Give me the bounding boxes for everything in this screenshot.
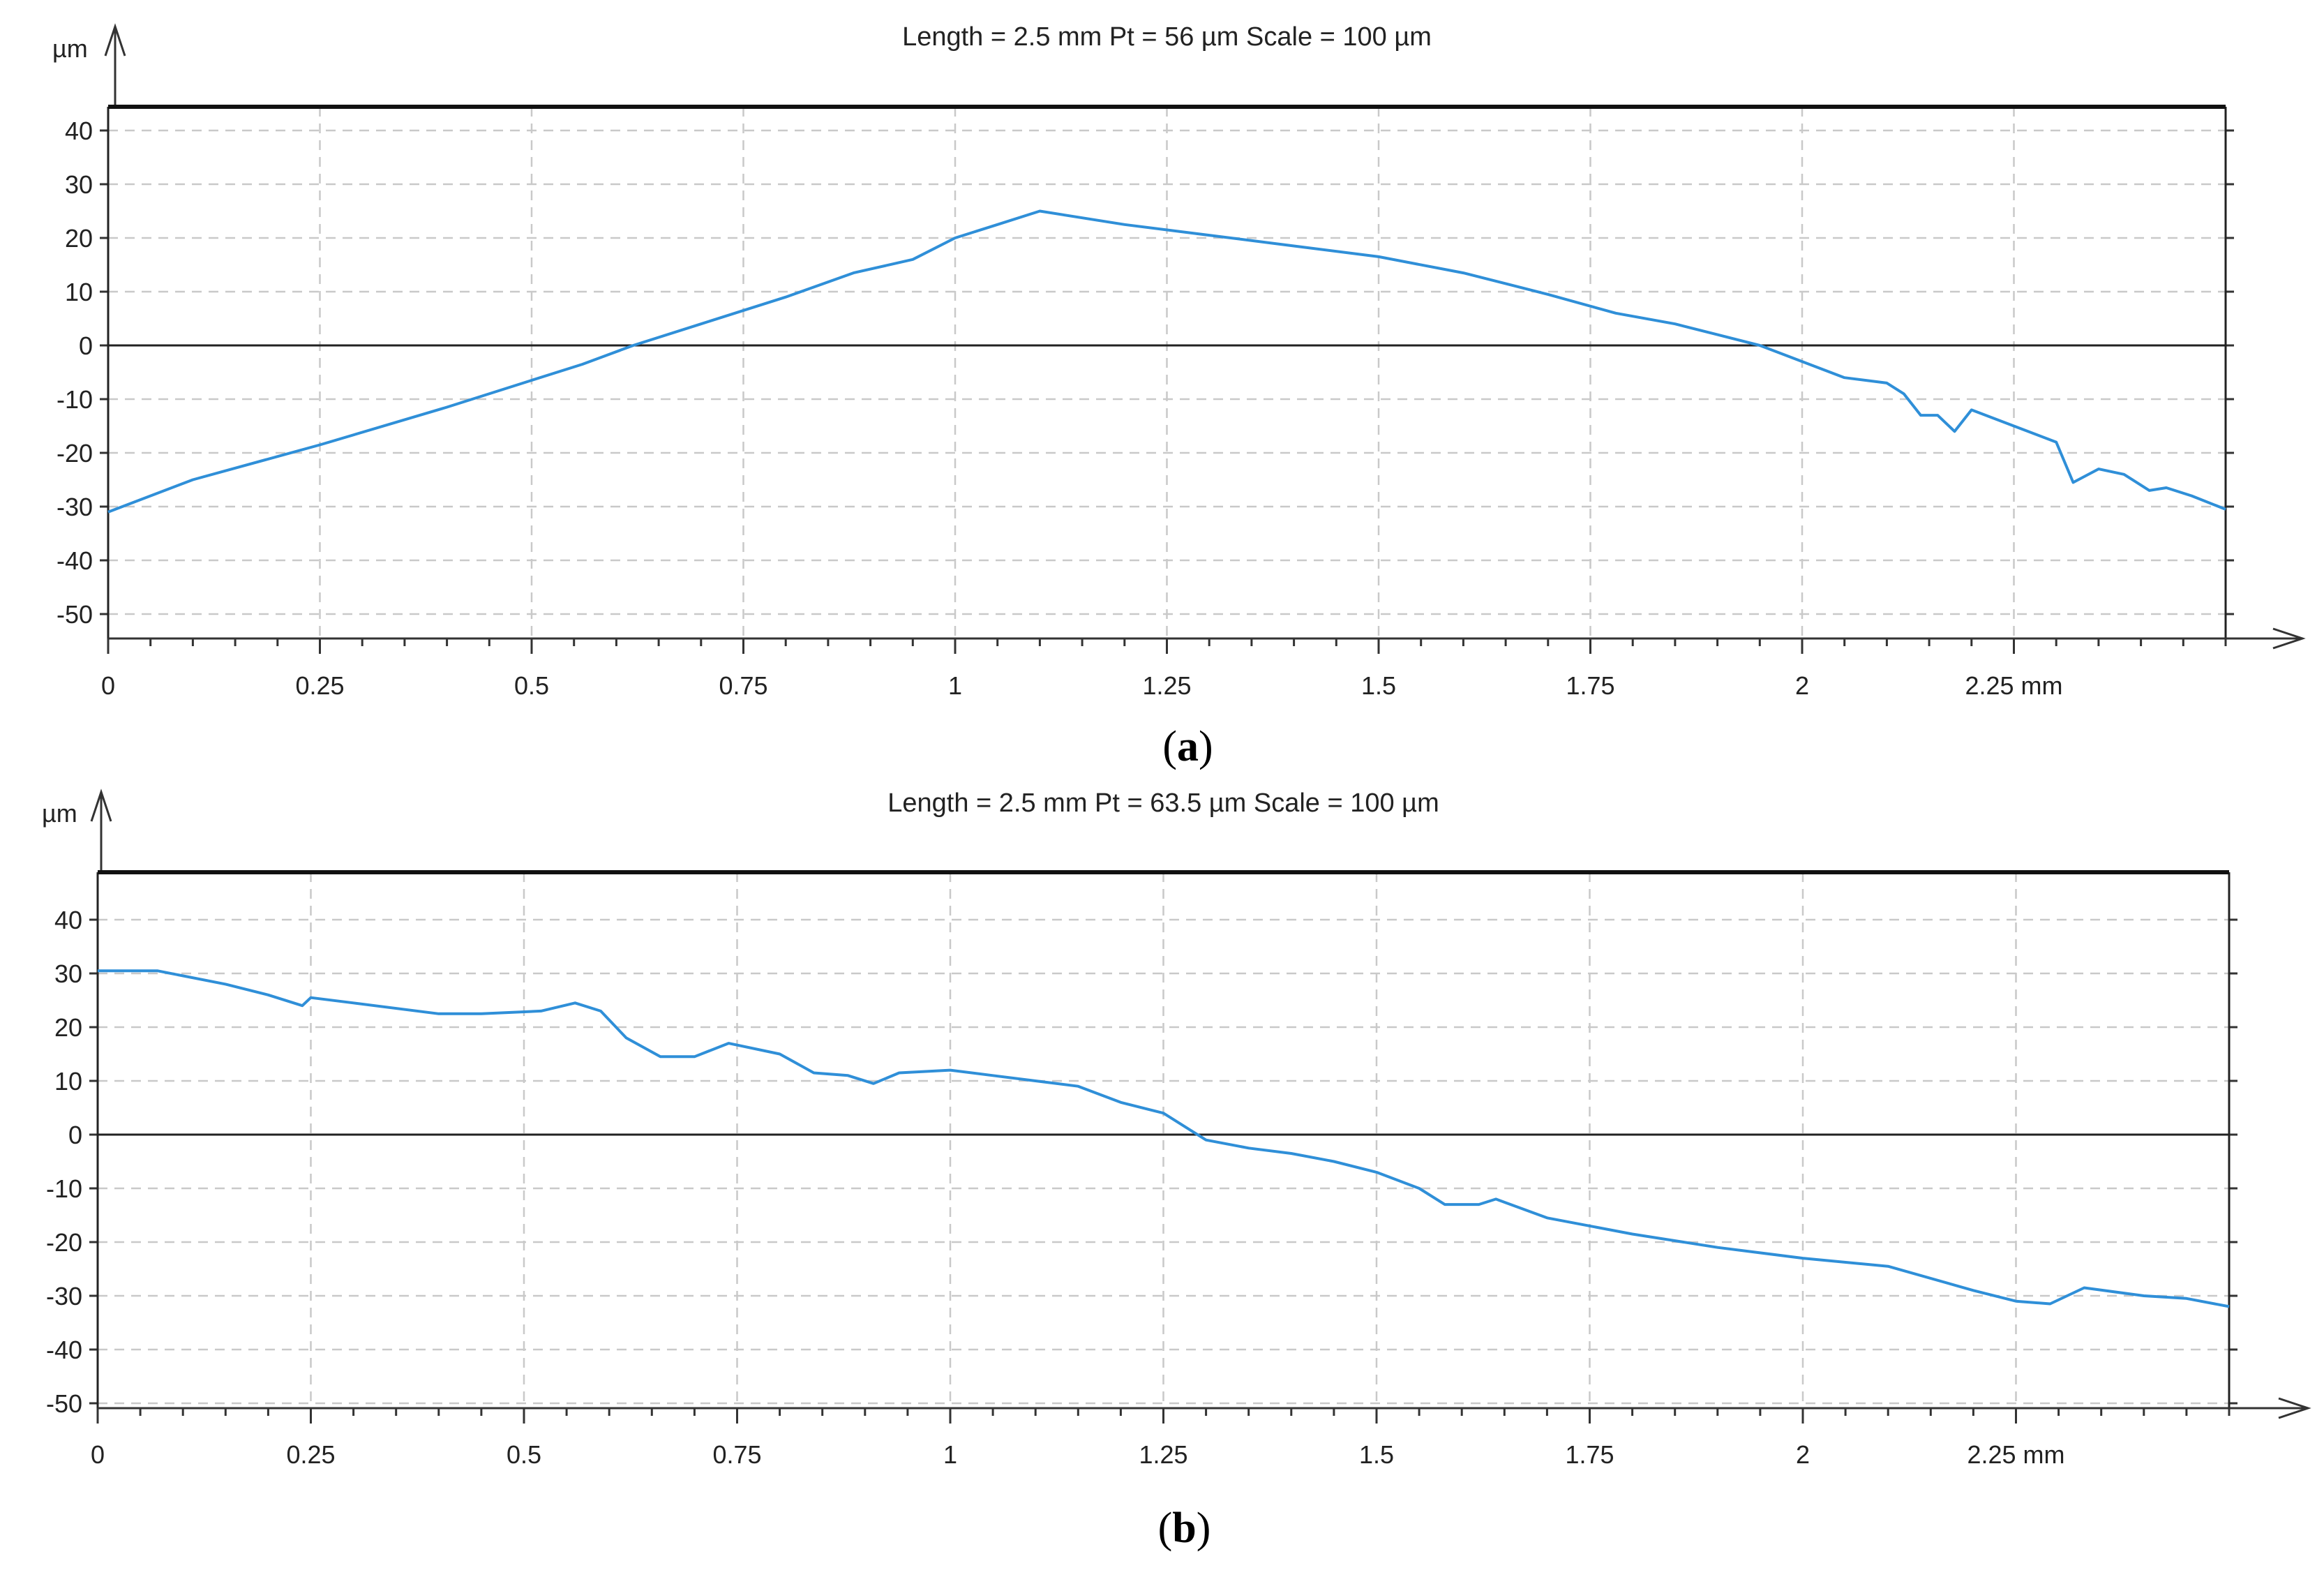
y-tick-label: -10 (57, 385, 93, 414)
x-tick-label: 0.5 (507, 1440, 541, 1469)
y-axis-arrowhead (104, 23, 126, 57)
chart-panel-b: Length = 2.5 mm Pt = 63.5 µm Scale = 100… (42, 789, 2311, 1552)
y-tick-label: 30 (54, 959, 82, 988)
y-tick-label: -20 (57, 439, 93, 468)
y-tick-label: -20 (46, 1228, 82, 1257)
y-tick-label: -10 (46, 1174, 82, 1203)
y-tick-label: 30 (65, 170, 93, 199)
x-tick-label: 0.25 (295, 671, 344, 700)
x-tick-label: 2.25 mm (1967, 1440, 2064, 1469)
x-tick-label: 1 (948, 671, 962, 700)
y-tick-label: 20 (65, 224, 93, 253)
chart-title: Length = 2.5 mm Pt = 63.5 µm Scale = 100… (887, 789, 1439, 818)
y-tick-label: -50 (46, 1389, 82, 1418)
x-tick-label: 1.75 (1565, 1440, 1614, 1469)
x-axis-arrowhead (2272, 627, 2306, 650)
panel-caption: (b) (1158, 1504, 1211, 1552)
profile-series-line (107, 209, 2226, 514)
x-tick-label: 0.75 (719, 671, 767, 700)
caption-letter: b (1172, 1504, 1196, 1552)
caption-open-paren: ( (1158, 1504, 1173, 1552)
x-tick-label: 1.25 (1139, 1440, 1187, 1469)
y-tick-label: 0 (68, 1121, 82, 1149)
y-tick-label: -30 (46, 1282, 82, 1310)
y-tick-label: 10 (54, 1067, 82, 1096)
caption-open-paren: ( (1162, 723, 1177, 770)
y-tick-label: -40 (46, 1336, 82, 1364)
x-tick-label: 0.25 (286, 1440, 335, 1469)
caption-letter: a (1177, 723, 1199, 770)
x-tick-label: 2 (1795, 671, 1809, 700)
y-tick-label: -40 (57, 546, 93, 575)
chart-title: Length = 2.5 mm Pt = 56 µm Scale = 100 µ… (902, 22, 1432, 52)
y-tick-label: -30 (57, 493, 93, 521)
x-tick-label: 1.75 (1566, 671, 1614, 700)
panel-caption: (a) (1162, 723, 1213, 770)
y-tick-label: 20 (54, 1013, 82, 1042)
y-tick-label: 10 (65, 278, 93, 306)
y-tick-label: 40 (54, 906, 82, 934)
x-tick-label: 0.5 (514, 671, 549, 700)
x-tick-label: 1.5 (1359, 1440, 1394, 1469)
profile-series-line (98, 969, 2230, 1308)
x-tick-label: 1.25 (1142, 671, 1191, 700)
x-tick-label: 1.5 (1361, 671, 1396, 700)
y-tick-label: 0 (79, 331, 93, 360)
y-tick-label: 40 (65, 117, 93, 145)
x-tick-label: 0 (101, 671, 115, 700)
y-axis-arrowhead (90, 789, 112, 822)
x-tick-label: 0 (91, 1440, 105, 1469)
x-axis-arrowhead (2278, 1397, 2311, 1419)
x-tick-label: 2 (1796, 1440, 1810, 1469)
caption-close-paren: ) (1197, 1504, 1211, 1552)
y-axis-unit-label: µm (52, 34, 88, 63)
x-tick-label: 0.75 (712, 1440, 761, 1469)
y-tick-label: -50 (57, 600, 93, 629)
x-tick-label: 1 (943, 1440, 957, 1469)
caption-close-paren: ) (1199, 723, 1213, 770)
x-tick-label: 2.25 mm (1965, 671, 2062, 700)
chart-panel-a: Length = 2.5 mm Pt = 56 µm Scale = 100 µ… (52, 22, 2306, 770)
y-axis-unit-label: µm (42, 799, 77, 828)
